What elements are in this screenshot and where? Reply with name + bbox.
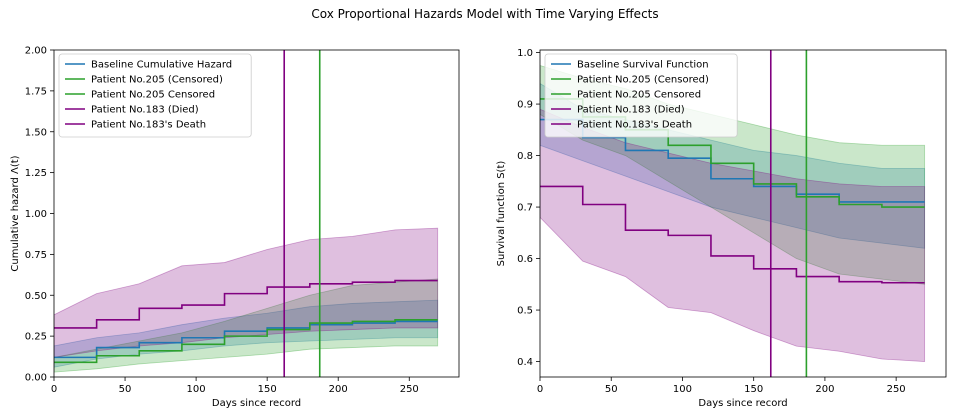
x-tick-label: 0 <box>51 384 57 395</box>
x-tick-label: 150 <box>258 384 277 395</box>
legend-label: Patient No.205 (Censored) <box>577 75 709 86</box>
confidence-band-1 <box>54 278 439 373</box>
y-tick-label: 0.4 <box>517 357 533 368</box>
confidence-band-2 <box>540 108 926 362</box>
y-tick-label: 0.50 <box>25 291 47 302</box>
series-line-2 <box>54 279 438 329</box>
legend: Baseline Survival Function Patient No.205… <box>544 53 738 138</box>
y-tick-label: 1.25 <box>25 168 47 179</box>
legend-label: Patient No.205 (Censored) <box>91 75 223 86</box>
series-line-2 <box>540 185 925 284</box>
cumulative-hazard-plot: 0 50 100 150 200 250 0.00 0.25 0.50 0.75 1.00 1.25 1… <box>10 46 460 409</box>
y-tick-label: 0.8 <box>517 151 533 162</box>
legend-label: Patient No.183's Death <box>91 120 206 131</box>
legend-label: Baseline Cumulative Hazard <box>91 60 232 71</box>
x-tick-label: 50 <box>605 384 618 395</box>
y-tick-label: 1.0 <box>517 48 533 59</box>
y-tick-label: 0.75 <box>25 250 47 261</box>
y-axis-label: Cumulative hazard Λ(t) <box>10 155 21 271</box>
legend-label: Patient No.183 (Died) <box>577 105 685 116</box>
x-axis-label: Days since record <box>212 398 301 409</box>
legend-label: Patient No.205 Censored <box>577 90 701 101</box>
x-tick-label: 100 <box>187 384 206 395</box>
legend-label: Patient No.183's Death <box>577 120 692 131</box>
y-tick-label: 0.7 <box>517 203 533 214</box>
y-tick-label: 0.9 <box>517 100 533 111</box>
y-tick-label: 1.00 <box>25 209 47 220</box>
x-tick-label: 250 <box>887 384 906 395</box>
x-tick-label: 200 <box>329 384 348 395</box>
y-tick-label: 2.00 <box>25 46 47 57</box>
y-axis-label: Survival function S(t) <box>496 161 507 267</box>
y-tick-label: 0.6 <box>517 254 533 265</box>
series-line-0 <box>54 320 438 359</box>
legend-label: Baseline Survival Function <box>577 60 709 71</box>
x-tick-label: 0 <box>537 384 543 395</box>
x-axis-label: Days since record <box>698 398 787 409</box>
x-tick-label: 50 <box>119 384 132 395</box>
legend: Baseline Cumulative Hazard Patient No.205… <box>58 53 252 138</box>
survival-function-plot: 0 50 100 150 200 250 0.4 0.5 0.6 0.7 0.8 0.9 1.0 Days… <box>496 48 947 409</box>
x-tick-label: 250 <box>400 384 419 395</box>
x-tick-label: 100 <box>673 384 692 395</box>
y-tick-label: 0.00 <box>25 373 47 384</box>
axes-frame <box>539 49 947 378</box>
y-tick-label: 0.25 <box>25 332 47 343</box>
y-tick-label: 1.50 <box>25 127 47 138</box>
legend-label: Patient No.183 (Died) <box>91 105 199 116</box>
y-tick-label: 1.75 <box>25 86 47 97</box>
x-tick-label: 150 <box>744 384 763 395</box>
series-line-1 <box>54 318 438 364</box>
x-tick-label: 200 <box>815 384 834 395</box>
figure-title: Cox Proportional Hazards Model with Time… <box>311 7 658 21</box>
legend-label: Patient No.205 Censored <box>91 90 215 101</box>
y-tick-label: 0.5 <box>517 306 533 317</box>
